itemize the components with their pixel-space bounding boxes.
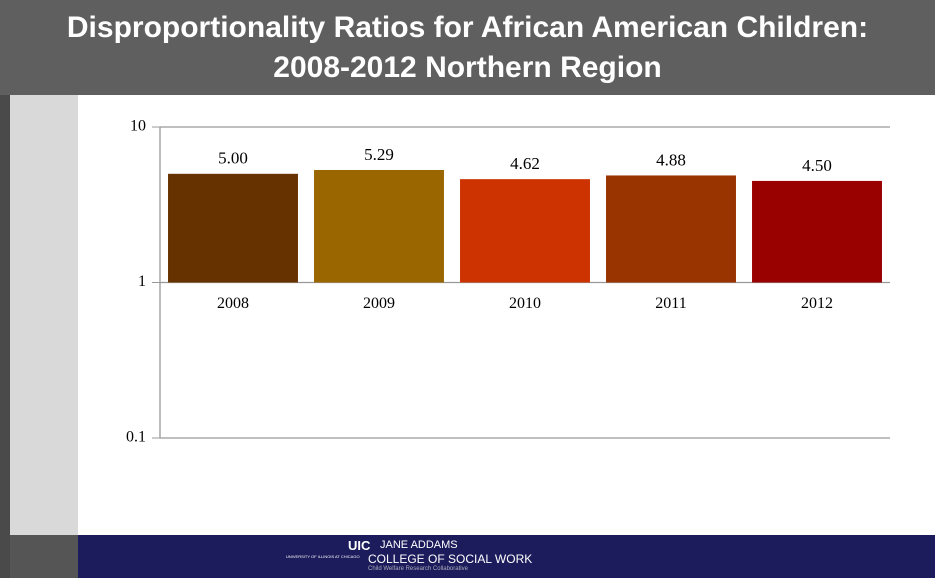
footer-university: UNIVERSITY OF ILLINOIS AT CHICAGO xyxy=(286,554,360,559)
y-tick-label: 0.1 xyxy=(126,429,146,446)
x-tick-label: 2009 xyxy=(363,295,395,312)
x-tick-label: 2012 xyxy=(801,295,833,312)
y-tick-label: 10 xyxy=(130,118,146,135)
side-panel xyxy=(10,95,78,535)
x-tick-label: 2011 xyxy=(655,295,686,312)
value-label: 5.29 xyxy=(364,145,394,164)
value-label: 5.00 xyxy=(218,149,248,168)
x-tick-label: 2008 xyxy=(217,295,249,312)
footer-name: JANE ADDAMS xyxy=(380,539,458,551)
bar xyxy=(314,170,444,283)
footer-college: COLLEGE OF SOCIAL WORK xyxy=(368,552,533,566)
title-bar: Disproportionality Ratios for African Am… xyxy=(0,0,935,95)
footer: UIC JANE ADDAMS UNIVERSITY OF ILLINOIS A… xyxy=(78,535,935,578)
bar xyxy=(168,173,298,283)
side-strip xyxy=(0,95,10,578)
bar xyxy=(460,179,590,283)
y-tick-label: 1 xyxy=(138,273,146,290)
chart-title: Disproportionality Ratios for African Am… xyxy=(66,10,869,84)
value-label: 4.62 xyxy=(510,154,540,173)
bar xyxy=(606,175,736,283)
value-label: 4.50 xyxy=(802,156,832,175)
bar xyxy=(752,180,882,283)
value-label: 4.88 xyxy=(656,150,686,169)
footer-logo: UIC xyxy=(348,538,371,553)
footer-unit: Child Welfare Research Collaborative xyxy=(368,566,468,572)
x-tick-label: 2010 xyxy=(509,295,541,312)
footer-left xyxy=(10,535,78,578)
